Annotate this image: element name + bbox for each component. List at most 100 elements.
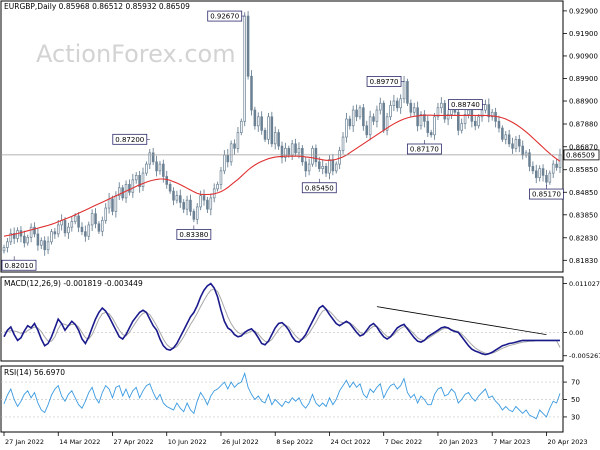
candle-body: [148, 152, 152, 165]
candle-body: [409, 102, 413, 113]
candle-body: [406, 81, 409, 104]
candle-body: [250, 75, 253, 111]
candle-body: [270, 116, 274, 145]
price-label-text: 0.85170: [532, 191, 561, 199]
price-label-text: 0.82010: [5, 262, 34, 270]
price-axis-label: 0.90900: [569, 52, 598, 60]
candle-body: [243, 15, 246, 122]
price-axis-label: 0.88900: [569, 98, 598, 106]
candle-body: [104, 207, 107, 221]
price-axis-label: 0.82830: [569, 234, 598, 242]
candle-body: [433, 116, 436, 136]
date-axis-label: 10 Jun 2022: [168, 438, 207, 446]
candle-body: [141, 172, 145, 187]
candle-body: [490, 111, 494, 118]
rsi-axis: 70 50 30: [563, 379, 580, 421]
date-axis-label: 14 Mar 2022: [59, 438, 100, 446]
candle-body: [372, 116, 375, 122]
candle-body: [385, 116, 389, 131]
price-pane-frame: [0, 0, 564, 273]
candle-body: [443, 102, 447, 120]
current-price-box: [563, 149, 600, 161]
price-label-box: [366, 76, 402, 87]
candle-body: [94, 213, 97, 225]
price-axis-label: 0.87880: [569, 120, 598, 128]
candle-body: [26, 236, 30, 244]
candle-body: [236, 132, 240, 149]
candle-body: [555, 163, 558, 168]
candle-body: [240, 120, 243, 133]
candle-body: [145, 163, 148, 174]
current-price-line: 0.86509: [1, 149, 600, 161]
price-axis-label: 0.84850: [569, 189, 598, 197]
moving-average-path: [3, 114, 561, 237]
candle-body: [518, 138, 521, 147]
date-axis-label: 7 Mar 2023: [493, 438, 530, 446]
candle-body: [531, 166, 535, 172]
candle-body: [6, 241, 9, 248]
candle-body: [165, 176, 169, 185]
candle-body: [375, 109, 379, 122]
candle-body: [260, 116, 263, 131]
candle-body: [402, 81, 406, 100]
date-axis-label: 20 Apr 2023: [547, 438, 587, 446]
candle-body: [440, 102, 443, 109]
candle-body: [267, 116, 270, 140]
candle-body: [338, 150, 341, 165]
candle-body: [426, 120, 430, 133]
macd-axis-label: -0.005267: [569, 352, 600, 360]
candle-body: [304, 161, 308, 172]
candle-body: [307, 163, 311, 172]
candle-body: [358, 107, 362, 118]
price-label-box: [112, 133, 148, 145]
macd-path: [3, 282, 560, 356]
price-label-box: [448, 99, 483, 111]
macd-axis-label: 0.011027: [569, 280, 600, 288]
candle-body: [16, 230, 19, 239]
date-axis-label: 7 Dec 2022: [385, 438, 422, 446]
candle-body: [457, 111, 460, 131]
macd-pane: 0.011027 0.00 -0.005267: [0, 276, 600, 362]
candle-body: [168, 184, 172, 192]
candle-body: [84, 231, 87, 237]
price-label-text: 0.87200: [115, 136, 144, 144]
candle-body: [90, 213, 94, 226]
candle-body: [487, 104, 491, 118]
candle-body: [192, 211, 196, 220]
candle-body: [321, 166, 324, 169]
candle-body: [155, 161, 158, 172]
candle-body: [175, 195, 179, 201]
candle-body: [36, 233, 40, 246]
candle-body: [534, 170, 538, 178]
candle-body: [233, 143, 236, 149]
candle-body: [392, 100, 396, 106]
candle-body: [541, 168, 545, 176]
price-label-box: [301, 182, 337, 194]
price-label-text: 0.92670: [210, 13, 239, 21]
candle-body: [172, 190, 175, 201]
candle-body: [436, 107, 440, 118]
candle-body: [362, 107, 365, 127]
candle-body: [117, 187, 121, 196]
candle-body: [429, 132, 433, 136]
rsi-grid: [1, 381, 563, 418]
candle-body: [324, 166, 328, 174]
candle-body: [63, 220, 67, 234]
price-axis-label: 0.81830: [569, 257, 598, 265]
price-annotations: 0.92670 0.89770 0.88740 0.87200 0.87170 0.854…: [1, 10, 564, 271]
price-axis-label: 0.92900: [569, 7, 598, 15]
rsi-line: [3, 371, 561, 420]
candle-body: [284, 147, 287, 158]
candle-body: [80, 226, 84, 233]
candle-body: [348, 118, 352, 127]
date-axis: 27 Jan 2022 14 Mar 2022 27 Apr 2022 10 Jun …: [3, 432, 588, 446]
candle-body: [67, 226, 70, 234]
candle-body: [528, 152, 531, 167]
current-price-label: 0.86509: [566, 151, 595, 159]
candle-body: [460, 123, 463, 131]
candle-body: [446, 114, 450, 120]
price-pane-title: EURGBP,Daily 0.85968 0.86512 0.85932 0.8…: [4, 2, 190, 11]
candle-body: [501, 127, 504, 140]
price-axis-label: 0.86870: [569, 143, 598, 151]
